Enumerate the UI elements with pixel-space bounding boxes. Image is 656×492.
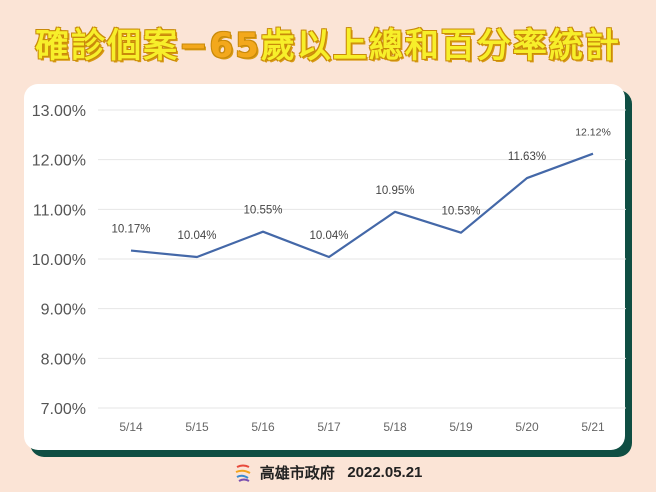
x-tick-label: 5/16 <box>251 420 275 434</box>
kaohsiung-city-logo-icon <box>235 464 251 482</box>
x-tick-label: 5/14 <box>119 420 143 434</box>
series-line <box>130 152 594 259</box>
data-label: 10.04% <box>309 230 348 242</box>
footer-org: 高雄市政府 <box>259 465 335 482</box>
x-tick-label: 5/18 <box>383 420 407 434</box>
data-label: 10.53% <box>441 206 480 218</box>
title-age: 65 <box>209 26 261 66</box>
x-tick-label: 5/21 <box>581 420 605 434</box>
y-tick-label: 10.00% <box>32 252 86 269</box>
y-tick-label: 13.00% <box>32 103 86 120</box>
data-label: 11.63% <box>508 151 546 163</box>
footer: 高雄市政府 2022.05.21 <box>0 462 656 483</box>
y-tick-label: 7.00% <box>41 401 86 418</box>
x-tick-label: 5/19 <box>449 420 473 434</box>
data-label: 10.55% <box>243 205 282 217</box>
x-tick-label: 5/17 <box>317 420 341 434</box>
data-label: 10.17% <box>111 224 150 236</box>
data-label: 10.95% <box>375 185 414 197</box>
y-tick-label: 11.00% <box>33 202 86 219</box>
chart-card <box>24 84 625 450</box>
data-label: 10.04% <box>177 230 216 242</box>
footer-date: 2022.05.21 <box>347 464 423 481</box>
x-tick-label: 5/15 <box>185 420 209 434</box>
y-tick-label: 12.00% <box>32 153 86 170</box>
title-part1: 確診個案 <box>35 26 180 66</box>
title-part2: 歲以上總和百分率統計 <box>260 26 621 66</box>
y-tick-label: 9.00% <box>41 302 86 319</box>
y-tick-label: 8.00% <box>41 351 86 368</box>
x-tick-label: 5/20 <box>515 420 539 434</box>
data-label: 12.12% <box>575 127 611 139</box>
page-title: 確診個案−65歲以上總和百分率統計 <box>0 18 656 67</box>
title-dash: − <box>179 26 210 66</box>
